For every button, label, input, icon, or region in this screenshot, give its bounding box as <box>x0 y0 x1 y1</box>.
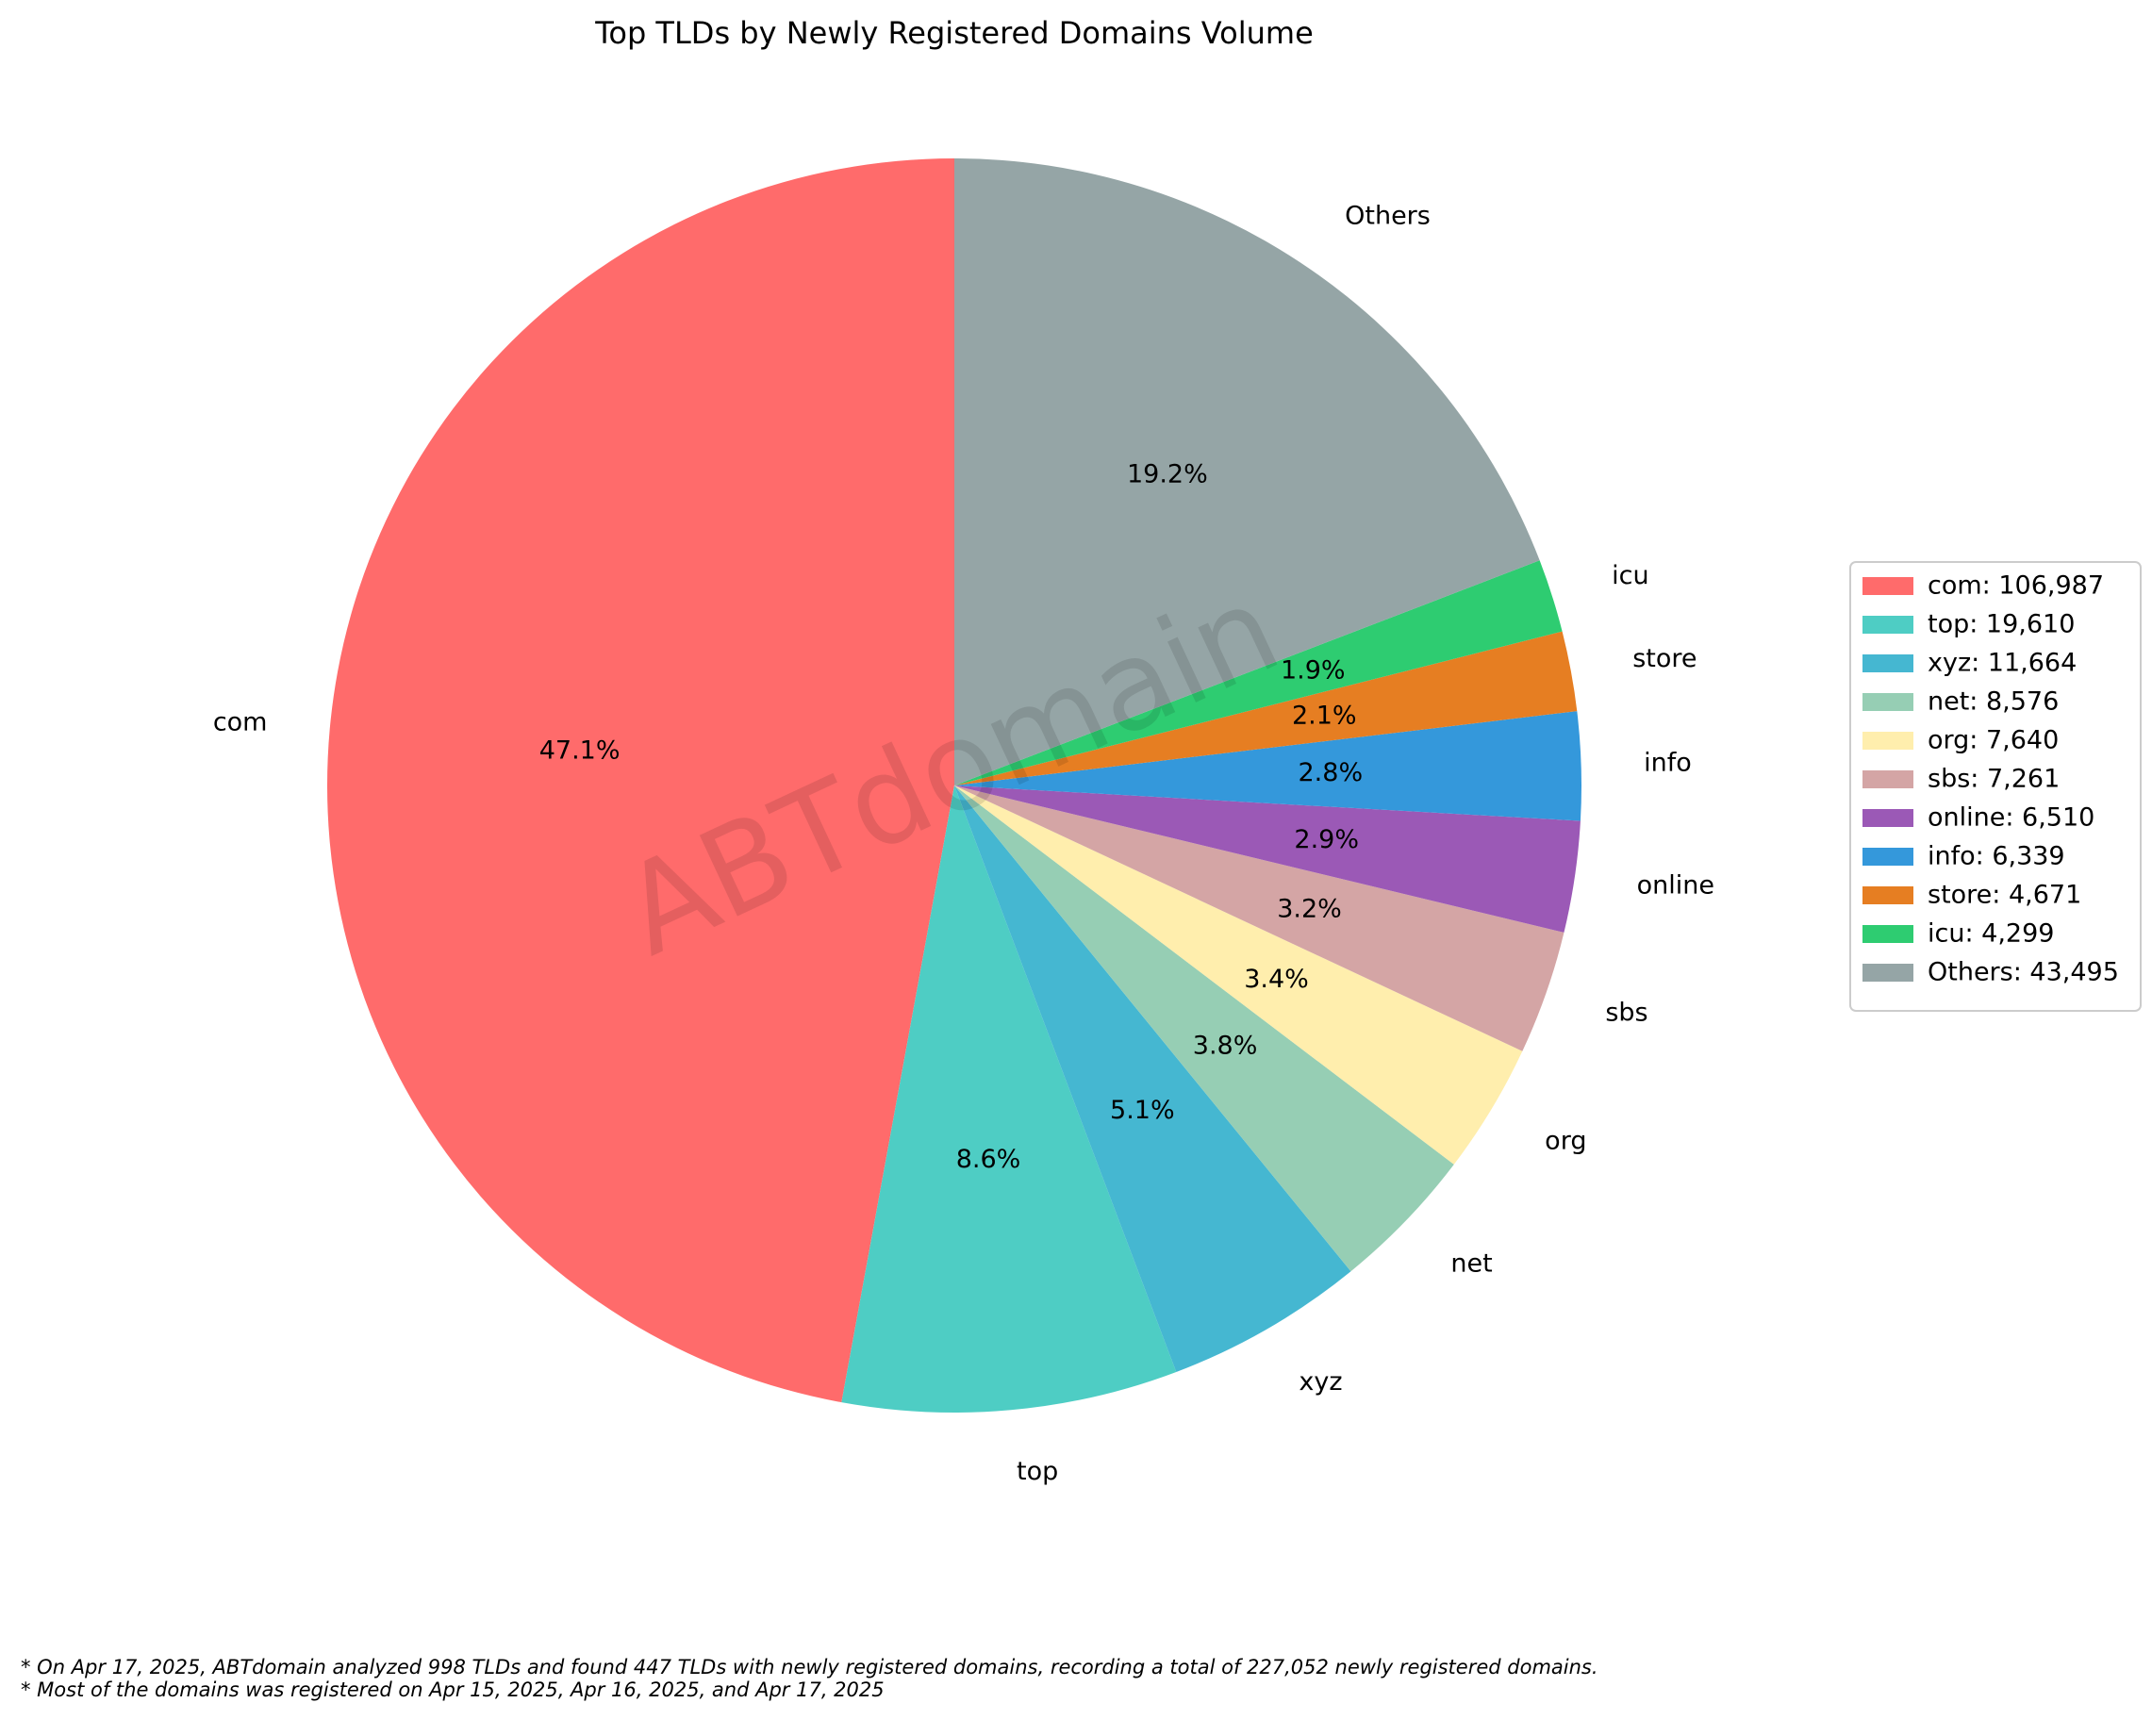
legend-label-net: net: 8,576 <box>1928 687 2059 717</box>
legend-swatch-info <box>1862 848 1913 866</box>
slice-label-info: info <box>1644 749 1692 778</box>
slice-org <box>954 785 1523 1165</box>
legend-label-org: org: 7,640 <box>1928 726 2059 755</box>
pct-label-info: 2.8% <box>1299 758 1364 787</box>
slice-label-others: Others <box>1345 202 1431 231</box>
slice-label-sbs: sbs <box>1605 998 1647 1027</box>
legend-swatch-icu <box>1862 925 1913 943</box>
slice-label-com: com <box>213 707 268 736</box>
slice-label-xyz: xyz <box>1299 1367 1342 1397</box>
pct-label-xyz: 5.1% <box>1110 1096 1175 1125</box>
legend-label-others: Others: 43,495 <box>1928 958 2119 987</box>
slice-label-top: top <box>1017 1457 1058 1486</box>
legend: com: 106,987 top: 19,610 xyz: 11,664 net: 8… <box>1849 561 2142 1012</box>
legend-label-store: store: 4,671 <box>1928 881 2081 910</box>
slice-online <box>954 785 1581 933</box>
legend-label-info: info: 6,339 <box>1928 842 2065 871</box>
pct-label-online: 2.9% <box>1294 825 1359 854</box>
legend-label-com: com: 106,987 <box>1928 571 2104 601</box>
slice-label-icu: icu <box>1612 561 1648 590</box>
slice-info <box>954 711 1581 821</box>
legend-swatch-xyz <box>1862 654 1913 672</box>
pct-label-com: 47.1% <box>539 736 621 765</box>
pct-label-store: 2.1% <box>1292 702 1357 731</box>
pct-label-top: 8.6% <box>956 1145 1021 1174</box>
legend-label-xyz: xyz: 11,664 <box>1928 649 2077 678</box>
pct-label-net: 3.8% <box>1193 1032 1258 1061</box>
legend-swatch-top <box>1862 616 1913 634</box>
legend-swatch-store <box>1862 886 1913 904</box>
slice-sbs <box>954 785 1564 1051</box>
percentage-labels: 47.1% 8.6% 5.1% 3.8% 3.4% 3.2% 2.9% 2.8% 2.1% 1.9… <box>539 460 1363 1174</box>
legend-items: com: 106,987 top: 19,610 xyz: 11,664 net: 8… <box>1862 571 2119 987</box>
legend-swatch-net <box>1862 693 1913 711</box>
legend-swatch-org <box>1862 732 1913 750</box>
pct-label-others: 19.2% <box>1127 460 1208 489</box>
slice-xyz <box>954 785 1351 1372</box>
slice-labels: com top xyz net org sbs online info store icu Othe… <box>213 202 1714 1486</box>
footnote-2: * Most of the domains was registered on … <box>21 1678 885 1701</box>
slice-store <box>954 631 1578 785</box>
footnote-1: * On Apr 17, 2025, ABTdomain analyzed 99… <box>21 1656 1598 1678</box>
legend-label-top: top: 19,610 <box>1928 610 2075 639</box>
legend-swatch-com <box>1862 577 1913 595</box>
slice-label-org: org <box>1545 1127 1586 1156</box>
legend-label-sbs: sbs: 7,261 <box>1928 765 2060 794</box>
legend-label-icu: icu: 4,299 <box>1928 919 2054 949</box>
slice-label-net: net <box>1450 1248 1492 1278</box>
slice-icu <box>954 560 1563 785</box>
pct-label-sbs: 3.2% <box>1277 894 1342 923</box>
legend-frame <box>1849 561 2142 1012</box>
slice-label-store: store <box>1632 644 1697 673</box>
slice-label-online: online <box>1637 870 1714 900</box>
slice-net <box>954 785 1454 1272</box>
pie-slices <box>326 157 1581 1413</box>
pct-label-icu: 1.9% <box>1281 656 1346 686</box>
slice-others <box>954 158 1540 785</box>
legend-label-online: online: 6,510 <box>1928 803 2094 833</box>
legend-swatch-online <box>1862 809 1913 827</box>
legend-swatch-others <box>1862 964 1913 982</box>
chart-title: Top TLDs by Newly Registered Domains Vol… <box>594 15 1314 51</box>
legend-swatch-sbs <box>1862 770 1913 788</box>
pct-label-org: 3.4% <box>1244 965 1309 994</box>
slice-com <box>326 157 954 1403</box>
slice-top <box>841 785 1177 1413</box>
